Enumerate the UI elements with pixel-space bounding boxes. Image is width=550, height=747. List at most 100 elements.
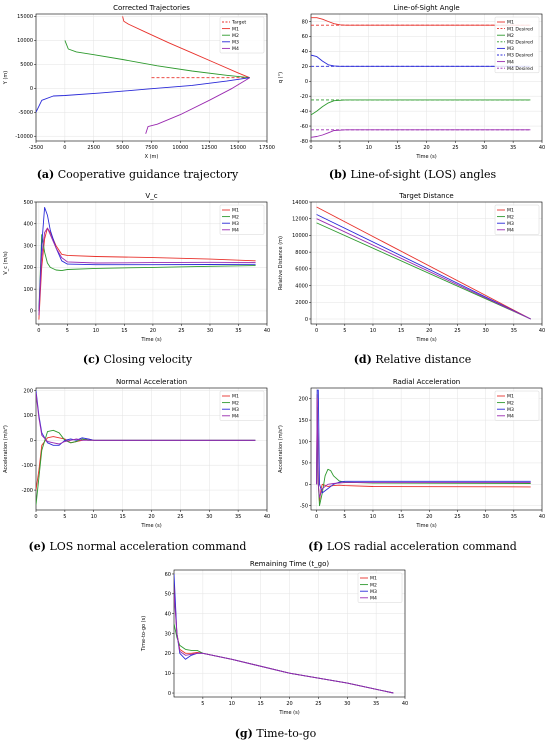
x-tick-label: 10000	[172, 145, 188, 151]
x-tick-label: 20	[426, 328, 432, 334]
legend-box	[494, 16, 540, 73]
y-tick-label: 60	[165, 572, 171, 578]
y-tick-label: 30	[165, 631, 171, 637]
legend-label: M4	[232, 414, 239, 420]
series-line-m3	[316, 389, 531, 494]
y-tick-label: 0	[168, 691, 171, 697]
x-tick-label: 40	[539, 514, 545, 520]
x-tick-label: 35	[511, 514, 517, 520]
caption-d: (d) Relative distance	[275, 353, 550, 366]
caption-c: (c) Closing velocity	[0, 353, 275, 366]
x-tick-label: 35	[510, 145, 516, 151]
y-tick-label: -10000	[15, 134, 33, 140]
series-line-m2	[64, 40, 250, 79]
plot-frame	[35, 201, 268, 325]
y-tick-label: 2000	[295, 300, 308, 306]
x-tick-label: 30	[207, 328, 213, 334]
x-tick-label: 35	[235, 514, 241, 520]
x-tick-label: 5	[66, 328, 69, 334]
y-tick-label: 0	[305, 317, 308, 323]
series-line-m2	[316, 406, 531, 507]
y-tick-label: 20	[302, 64, 308, 70]
legend-label: M1	[370, 576, 377, 582]
y-tick-label: -100	[22, 463, 33, 469]
y-tick-label: 0	[30, 438, 33, 444]
y-tick-label: 0	[30, 309, 33, 315]
legend-box	[219, 204, 265, 235]
legend-box	[219, 390, 265, 421]
y-tick-label: 300	[23, 243, 33, 249]
series-line-m1	[36, 436, 256, 491]
caption-text: Closing velocity	[103, 353, 193, 366]
caption-e: (e) LOS normal acceleration command	[0, 540, 275, 553]
y-tick-label: 80	[302, 19, 308, 25]
legend-label: M3	[232, 221, 239, 227]
chart-title: Radial Acceleration	[393, 378, 460, 386]
grid	[311, 201, 543, 324]
x-tick-label: 12500	[201, 145, 217, 151]
y-axis-label: Relative Distance (m)	[278, 236, 284, 290]
x-tick-label: 7500	[145, 145, 158, 151]
x-tick-label: 0	[315, 328, 318, 334]
x-tick-label: 15000	[230, 145, 246, 151]
x-tick-label: 25	[177, 514, 183, 520]
x-axis-label: Time (s)	[140, 337, 161, 343]
legend-label: M2 Desired	[507, 40, 533, 46]
legend-label: M1 Desired	[507, 26, 533, 32]
x-tick-label: 25	[315, 701, 321, 707]
x-tick-label: 5	[343, 514, 346, 520]
legend-label: M1	[232, 394, 239, 400]
y-tick-label: 8000	[295, 250, 308, 256]
y-tick-label: -200	[22, 488, 33, 494]
x-tick-label: 15	[121, 328, 127, 334]
legend-label: M2	[370, 582, 377, 588]
y-tick-label: 60	[302, 34, 308, 40]
legend-label: M4	[232, 46, 239, 52]
legend-box	[219, 16, 265, 54]
chart-title: Corrected Trajectories	[113, 4, 190, 12]
series-line-m4	[145, 77, 250, 134]
y-tick-label: 4000	[295, 283, 308, 289]
x-tick-label: 20	[150, 328, 156, 334]
series-group	[36, 16, 250, 134]
legend-label: M1	[232, 208, 239, 214]
y-tick-label: 40	[302, 49, 308, 55]
y-tick-label: -60	[300, 124, 308, 130]
series-group	[316, 389, 531, 507]
series-line-m2	[316, 222, 531, 320]
y-tick-label: 14000	[292, 200, 308, 206]
chart-title: Target Distance	[398, 192, 454, 200]
y-axis-label: Y (m)	[3, 71, 9, 85]
y-tick-label: 0	[305, 482, 308, 488]
y-tick-label: 10000	[17, 38, 33, 44]
y-axis-label: q (°)	[278, 72, 284, 83]
series-group	[38, 206, 256, 320]
y-tick-label: 50	[302, 461, 308, 467]
legend-label: M4 Desired	[507, 66, 533, 72]
caption-f: (f) LOS radial acceleration command	[275, 540, 550, 553]
legend-label: M3	[232, 40, 239, 46]
x-tick-label: 40	[539, 145, 545, 151]
x-tick-label: 35	[235, 328, 241, 334]
x-tick-label: 5	[63, 514, 66, 520]
series-line-m1	[316, 206, 531, 320]
x-axis-label: X (m)	[145, 154, 159, 160]
y-tick-label: 50	[165, 592, 171, 598]
series-line-m3	[316, 214, 531, 320]
x-tick-label: 25	[454, 328, 460, 334]
x-tick-label: 25	[178, 328, 184, 334]
legend-label: M2	[507, 214, 514, 220]
caption-tag: (g)	[234, 727, 253, 740]
series-line-m1	[38, 227, 256, 320]
series-line-m4	[36, 392, 256, 445]
x-tick-label: 40	[539, 328, 545, 334]
legend-label: M1	[507, 394, 514, 400]
y-tick-label: 100	[23, 287, 33, 293]
legend-label: M4	[507, 228, 514, 234]
x-axis-label: Time (s)	[278, 710, 299, 716]
x-tick-label: 15	[394, 145, 400, 151]
